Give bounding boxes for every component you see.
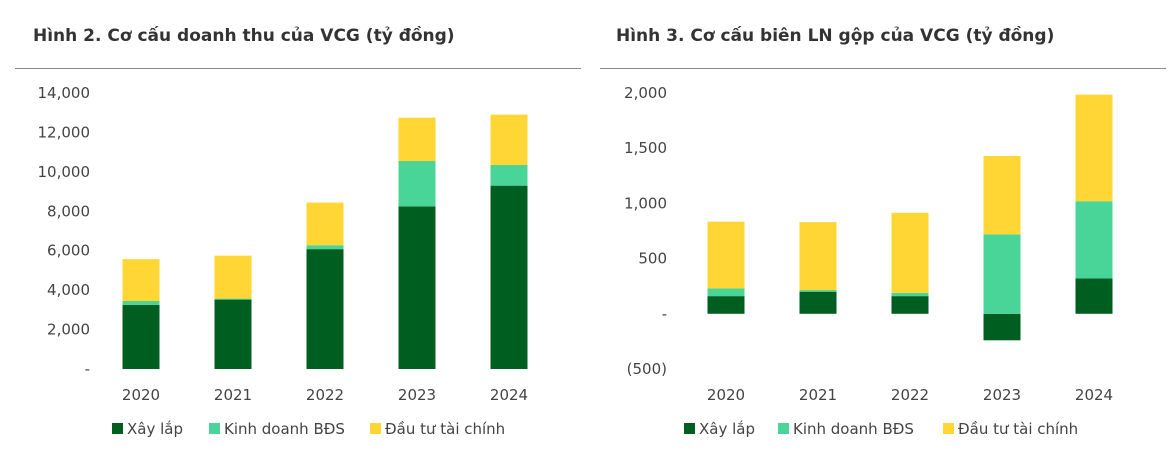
title-divider: [600, 68, 1166, 69]
legend-label: Xây lắp: [127, 420, 183, 438]
bar-segment: [122, 259, 160, 301]
bar-segment: [1075, 201, 1113, 279]
title-divider: [15, 68, 581, 69]
bar-segment: [1075, 278, 1113, 314]
y-tick-label: 14,000: [38, 84, 91, 102]
bar-segment: [707, 221, 745, 289]
bar-segment: [891, 292, 929, 297]
legend-swatch: [370, 423, 381, 434]
bar-segment: [122, 300, 160, 305]
legend-swatch: [943, 423, 954, 434]
x-tick-label: 2023: [983, 386, 1021, 404]
legend-label: Xây lắp: [699, 420, 755, 438]
bar-segment: [490, 185, 528, 369]
bar-segment: [983, 155, 1021, 235]
bar-segment: [799, 291, 837, 314]
legend-swatch: [684, 423, 695, 434]
bar-segment: [398, 161, 436, 207]
bar-segment: [707, 296, 745, 314]
bar-segment: [306, 202, 344, 246]
legend-label: Kinh doanh BĐS: [224, 420, 345, 438]
legend-label: Đầu tư tài chính: [385, 420, 505, 438]
bar-segment: [490, 164, 528, 186]
bar-segment: [214, 299, 252, 369]
gross-profit-structure-panel: Hình 3. Cơ cấu biên LN gộp của VCG (tỷ đ…: [585, 0, 1170, 458]
bar-segment: [122, 304, 160, 369]
y-tick-label: 1,500: [624, 139, 667, 157]
chart-title: Hình 3. Cơ cấu biên LN gộp của VCG (tỷ đ…: [616, 26, 1055, 46]
y-tick-label: 2,000: [624, 84, 667, 102]
bar-segment: [983, 313, 1021, 341]
x-tick-label: 2022: [891, 386, 929, 404]
x-tick-label: 2023: [398, 386, 436, 404]
x-tick-label: 2024: [1075, 386, 1113, 404]
x-tick-label: 2024: [490, 386, 528, 404]
bar-segment: [891, 296, 929, 314]
bar-segment: [490, 114, 528, 165]
bar-segment: [306, 245, 344, 250]
gross-profit-chart: (500) - 500 1,000 1,500 2,000 2020 2021 2022 2023…: [624, 84, 1113, 438]
y-tick-label: 1,000: [624, 194, 667, 212]
legend-swatch: [112, 423, 123, 434]
legend-label: Kinh doanh BĐS: [793, 420, 914, 438]
bar-segment: [214, 255, 252, 299]
y-tick-label: 6,000: [47, 242, 90, 260]
legend-swatch: [778, 423, 789, 434]
y-tick-label: 8,000: [47, 202, 90, 220]
x-tick-label: 2022: [306, 386, 344, 404]
legend-swatch: [209, 423, 220, 434]
bar-segment: [306, 249, 344, 369]
bar-segment: [707, 288, 745, 297]
bar-segment: [799, 222, 837, 291]
y-tick-label: 4,000: [47, 281, 90, 299]
bar-segment: [799, 290, 837, 292]
bar-segment: [398, 117, 436, 162]
y-tick-label: -: [85, 360, 90, 378]
bar-segment: [983, 234, 1021, 314]
x-tick-label: 2020: [707, 386, 745, 404]
revenue-chart: - 2,000 4,000 6,000 8,000 10,000 12,000 14,000 2…: [38, 84, 529, 438]
bar-segment: [1075, 94, 1113, 202]
y-tick-label: 12,000: [38, 123, 91, 141]
legend-label: Đầu tư tài chính: [958, 420, 1078, 438]
bar-segment: [891, 212, 929, 293]
revenue-structure-panel: Hình 2. Cơ cấu doanh thu của VCG (tỷ đồn…: [15, 26, 581, 438]
bar-segment: [214, 298, 252, 300]
x-tick-label: 2020: [122, 386, 160, 404]
y-tick-label: 500: [638, 250, 667, 268]
y-tick-label: -: [662, 305, 667, 323]
x-tick-label: 2021: [799, 386, 837, 404]
y-tick-label: (500): [627, 360, 667, 378]
y-tick-label: 10,000: [38, 163, 91, 181]
y-tick-label: 2,000: [47, 321, 90, 339]
x-tick-label: 2021: [214, 386, 252, 404]
bar-segment: [398, 206, 436, 369]
chart-title: Hình 2. Cơ cấu doanh thu của VCG (tỷ đồn…: [33, 26, 455, 46]
